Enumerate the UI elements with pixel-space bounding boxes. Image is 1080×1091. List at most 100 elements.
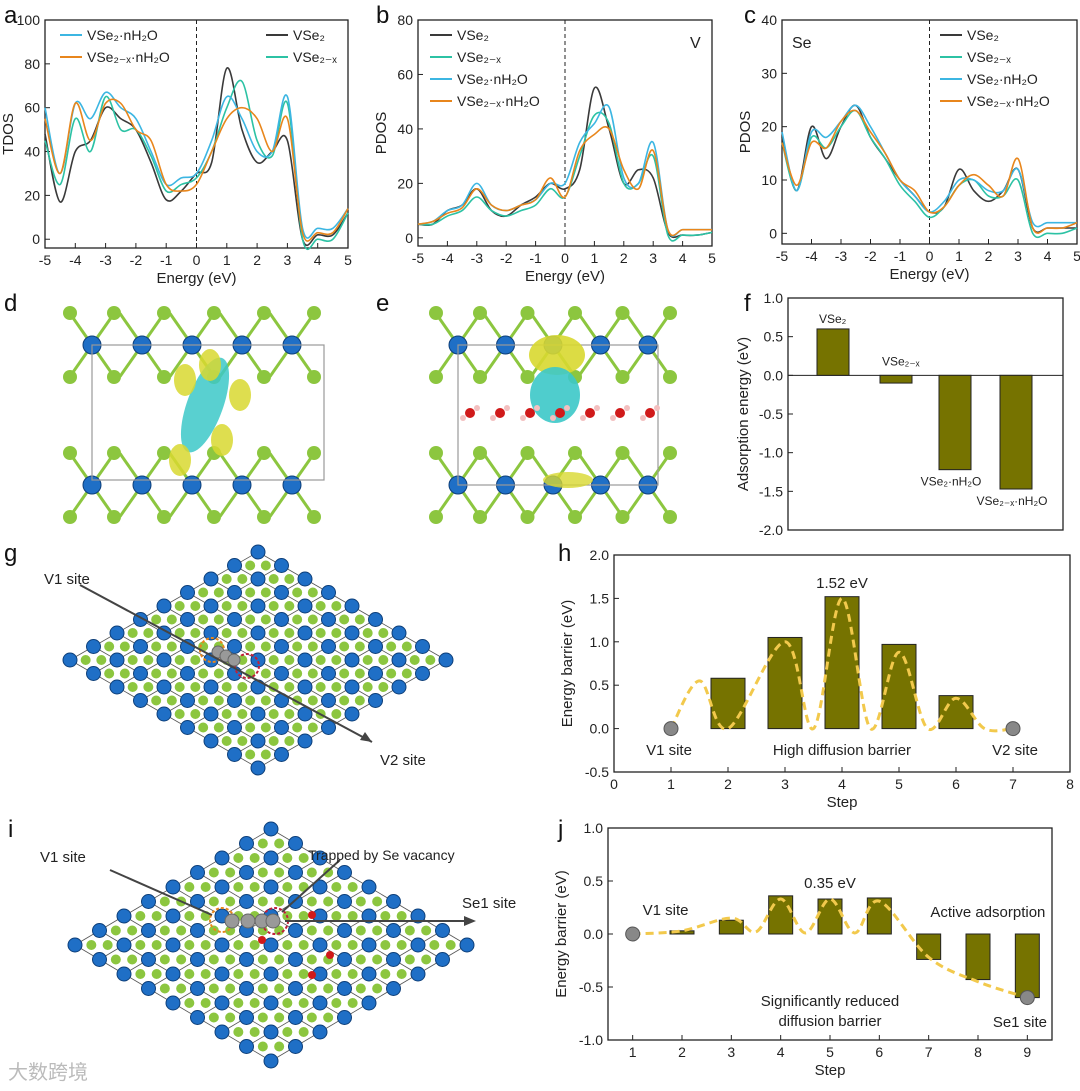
site-label: V1 site: [643, 902, 689, 919]
v-atom: [165, 908, 181, 924]
se-atom: [323, 1012, 334, 1023]
v-atom: [227, 612, 242, 627]
se-atom: [307, 510, 321, 524]
x-tick-label: 7: [1009, 776, 1017, 792]
bar-step-5: [817, 898, 843, 935]
y-tick-label: -0.5: [759, 406, 783, 422]
se-atom: [157, 510, 171, 524]
se-atom: [306, 954, 317, 965]
o-atom: [258, 936, 266, 944]
legend-label: VSe₂₋ₓ·nH₂O: [87, 49, 170, 65]
v-atom: [337, 865, 352, 880]
se-atom: [213, 668, 224, 679]
x-tick-label: 3: [1014, 248, 1022, 264]
se-atom: [159, 954, 170, 965]
se-atom: [233, 940, 244, 950]
h-atom: [640, 415, 646, 421]
o-atom: [525, 408, 535, 418]
v-atom: [239, 1039, 254, 1054]
se-atom: [347, 998, 358, 1008]
x-tick-label: -1: [160, 252, 173, 268]
v-atom: [312, 850, 328, 866]
x-tick-label: 1: [667, 776, 675, 792]
se-atom: [96, 655, 107, 665]
y-tick-label: 1.0: [590, 634, 610, 650]
ion-end: [1005, 721, 1021, 737]
se-atom: [184, 998, 195, 1008]
y-tick-label: 0: [405, 230, 413, 246]
se-atom: [355, 896, 366, 907]
y-tick-label: 20: [397, 175, 413, 191]
v-atom: [214, 850, 230, 866]
v-atom: [132, 475, 152, 495]
v-atom: [214, 937, 230, 953]
y-tick-label: 40: [397, 121, 413, 137]
se-atom: [174, 628, 185, 638]
se-atom: [249, 969, 260, 979]
legend-label: VSe₂·nH₂O: [967, 71, 1038, 87]
se-atom: [274, 1041, 285, 1052]
x-tick-label: 0: [561, 250, 569, 266]
diffusion-path: [669, 596, 1014, 733]
x-tick-label: 2: [724, 776, 732, 792]
ion-start: [625, 926, 641, 942]
se-atom: [110, 925, 121, 936]
se-atom: [200, 969, 211, 979]
y-tick-label: 100: [17, 12, 41, 28]
x-tick-label: 3: [284, 252, 292, 268]
v-atom: [297, 571, 313, 587]
v-atom: [410, 937, 426, 953]
y-tick-label: 1.0: [584, 820, 604, 836]
se-atom: [257, 370, 271, 384]
v-atom: [109, 679, 125, 695]
v-atom: [344, 625, 360, 641]
y-axis-title: Energy barrier (eV): [553, 870, 570, 998]
bar-step-3: [767, 636, 803, 730]
se-atom: [200, 882, 211, 892]
y-tick-label: -1.5: [759, 483, 783, 499]
se-atom: [107, 446, 121, 460]
legend-label: VSe₂·nH₂O: [457, 71, 528, 87]
se-atom: [257, 867, 268, 878]
h-atom: [520, 415, 526, 421]
x-tick-label: 2: [253, 252, 261, 268]
se-atom: [174, 709, 185, 719]
bar-label: VSe₂: [819, 312, 847, 326]
se-atom: [615, 446, 630, 460]
se-atom: [284, 655, 295, 665]
legend-label: VSe₂: [967, 27, 999, 43]
se-atom: [190, 682, 201, 692]
site-label: Se1 site: [993, 1014, 1047, 1031]
ion-atom: [265, 913, 281, 929]
se-atom: [473, 370, 487, 384]
v-atom: [391, 679, 407, 695]
v2-site-label: V2 site: [380, 752, 426, 769]
v1-site-label: V1 site: [40, 849, 86, 866]
se-atom: [198, 668, 209, 679]
v-atom: [288, 865, 303, 880]
v-atom: [321, 666, 336, 681]
bar-step-6: [938, 695, 974, 730]
se-atom: [198, 722, 209, 733]
site-arrow: [109, 869, 213, 916]
se-atom: [421, 954, 432, 965]
se-atom: [245, 695, 256, 706]
y-tick-label: 60: [397, 66, 413, 82]
v-atom: [361, 937, 377, 953]
v-atom: [92, 923, 107, 938]
isosurface-accumulation: [174, 364, 196, 396]
v-atom: [180, 612, 195, 627]
se-atom: [249, 998, 260, 1008]
y-tick-label: 10: [761, 172, 777, 188]
v-atom: [250, 679, 266, 695]
v-atom: [368, 693, 383, 708]
se-atom: [307, 722, 318, 733]
v-atom: [92, 952, 107, 967]
y-tick-label: 2.0: [590, 547, 610, 563]
se-atom: [151, 940, 162, 950]
v-atom: [190, 865, 205, 880]
annotation: diffusion barrier: [778, 1013, 881, 1030]
se-atom: [331, 682, 342, 692]
se-atom: [315, 682, 326, 692]
se-atom: [143, 628, 154, 638]
